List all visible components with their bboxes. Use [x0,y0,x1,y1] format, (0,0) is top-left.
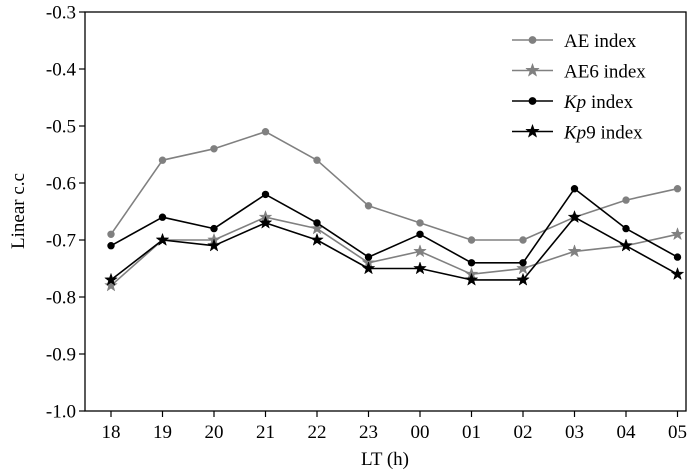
x-tick-label: 04 [617,422,637,443]
legend-label: AE6 index [564,62,646,83]
legend-entry: AE index [512,31,637,52]
data-point [104,272,118,286]
x-tick-label: 20 [205,422,224,443]
data-point [673,253,682,261]
series-1 [107,128,682,244]
series-line [110,130,678,241]
data-point [210,224,218,233]
data-point [467,236,476,244]
data-point [313,219,321,227]
data-point [619,238,633,252]
legend-marker [528,36,537,44]
x-tick-label: 02 [514,422,533,443]
data-point [155,232,170,246]
data-point [467,259,476,267]
data-point [158,156,167,164]
data-point [570,185,579,193]
data-point [670,227,685,241]
legend-entry: Kp9 index [512,123,643,144]
legend-marker [525,62,540,77]
series-line [110,216,678,281]
series-line [110,187,678,264]
y-tick-label: -0.9 [46,345,76,366]
legend-marker [525,123,540,138]
y-tick-label: -0.6 [46,174,76,195]
x-axis-title: LT (h) [361,449,409,470]
legend-marker [528,97,537,105]
series-3 [107,185,682,267]
data-point [364,202,373,210]
y-tick-label: -0.5 [46,117,76,138]
x-tick-label: 05 [668,422,687,443]
x-tick-label: 19 [153,422,172,443]
x-axis: 18 19 20 21 22 23 00 01 02 03 04 05 [102,411,687,443]
data-point [464,272,479,286]
legend-label: Kp index [563,92,634,113]
y-tick-label: -0.4 [46,60,77,81]
data-point [670,266,685,281]
y-tick-label: -0.7 [46,231,76,252]
data-point [107,230,115,239]
x-tick-label: 03 [565,422,584,443]
series-layer [104,128,685,292]
data-point [413,261,427,275]
legend-label: Kp9 index [563,123,643,144]
data-point [622,196,630,204]
data-point [361,261,376,275]
data-point [310,232,324,246]
data-point [158,213,167,221]
y-tick-label: -0.8 [46,288,76,309]
data-point [519,236,527,244]
plot-frame [84,11,687,412]
x-tick-label: 18 [102,422,121,443]
data-point [416,230,424,239]
y-axis-title: Linear c.c [8,173,29,249]
data-point [258,215,273,229]
x-tick-label: 22 [308,422,327,443]
data-point [210,145,218,153]
data-point [567,209,582,224]
data-point [261,128,270,136]
series-4 [104,209,685,286]
legend-label: AE index [564,31,637,52]
x-tick-label: 00 [411,422,430,443]
data-point [416,219,424,227]
data-point [519,259,527,267]
data-point [207,238,221,252]
data-point [516,272,530,286]
data-point [516,261,530,275]
data-point [413,244,427,258]
data-point [261,190,270,199]
legend-entry: Kp index [512,92,634,113]
legend-entry: AE6 index [512,62,646,83]
x-tick-label: 21 [256,422,275,443]
y-axis: -1.0 -0.9 -0.8 -0.7 -0.6 -0.5 -0.4 -0.3 [46,3,85,423]
data-point [364,253,373,261]
data-point [107,242,115,250]
y-tick-label: -1.0 [46,402,76,423]
y-tick-label: -0.3 [46,3,76,24]
x-tick-label: 01 [462,422,481,443]
series-2 [104,209,685,292]
data-point [313,156,321,164]
data-point [622,224,630,233]
x-tick-label: 23 [359,422,378,443]
data-point [673,185,682,193]
legend: AE index AE6 index Kp index Kp9 index [512,31,646,144]
series-line [110,216,678,287]
data-point [104,278,118,292]
data-point [567,244,582,258]
